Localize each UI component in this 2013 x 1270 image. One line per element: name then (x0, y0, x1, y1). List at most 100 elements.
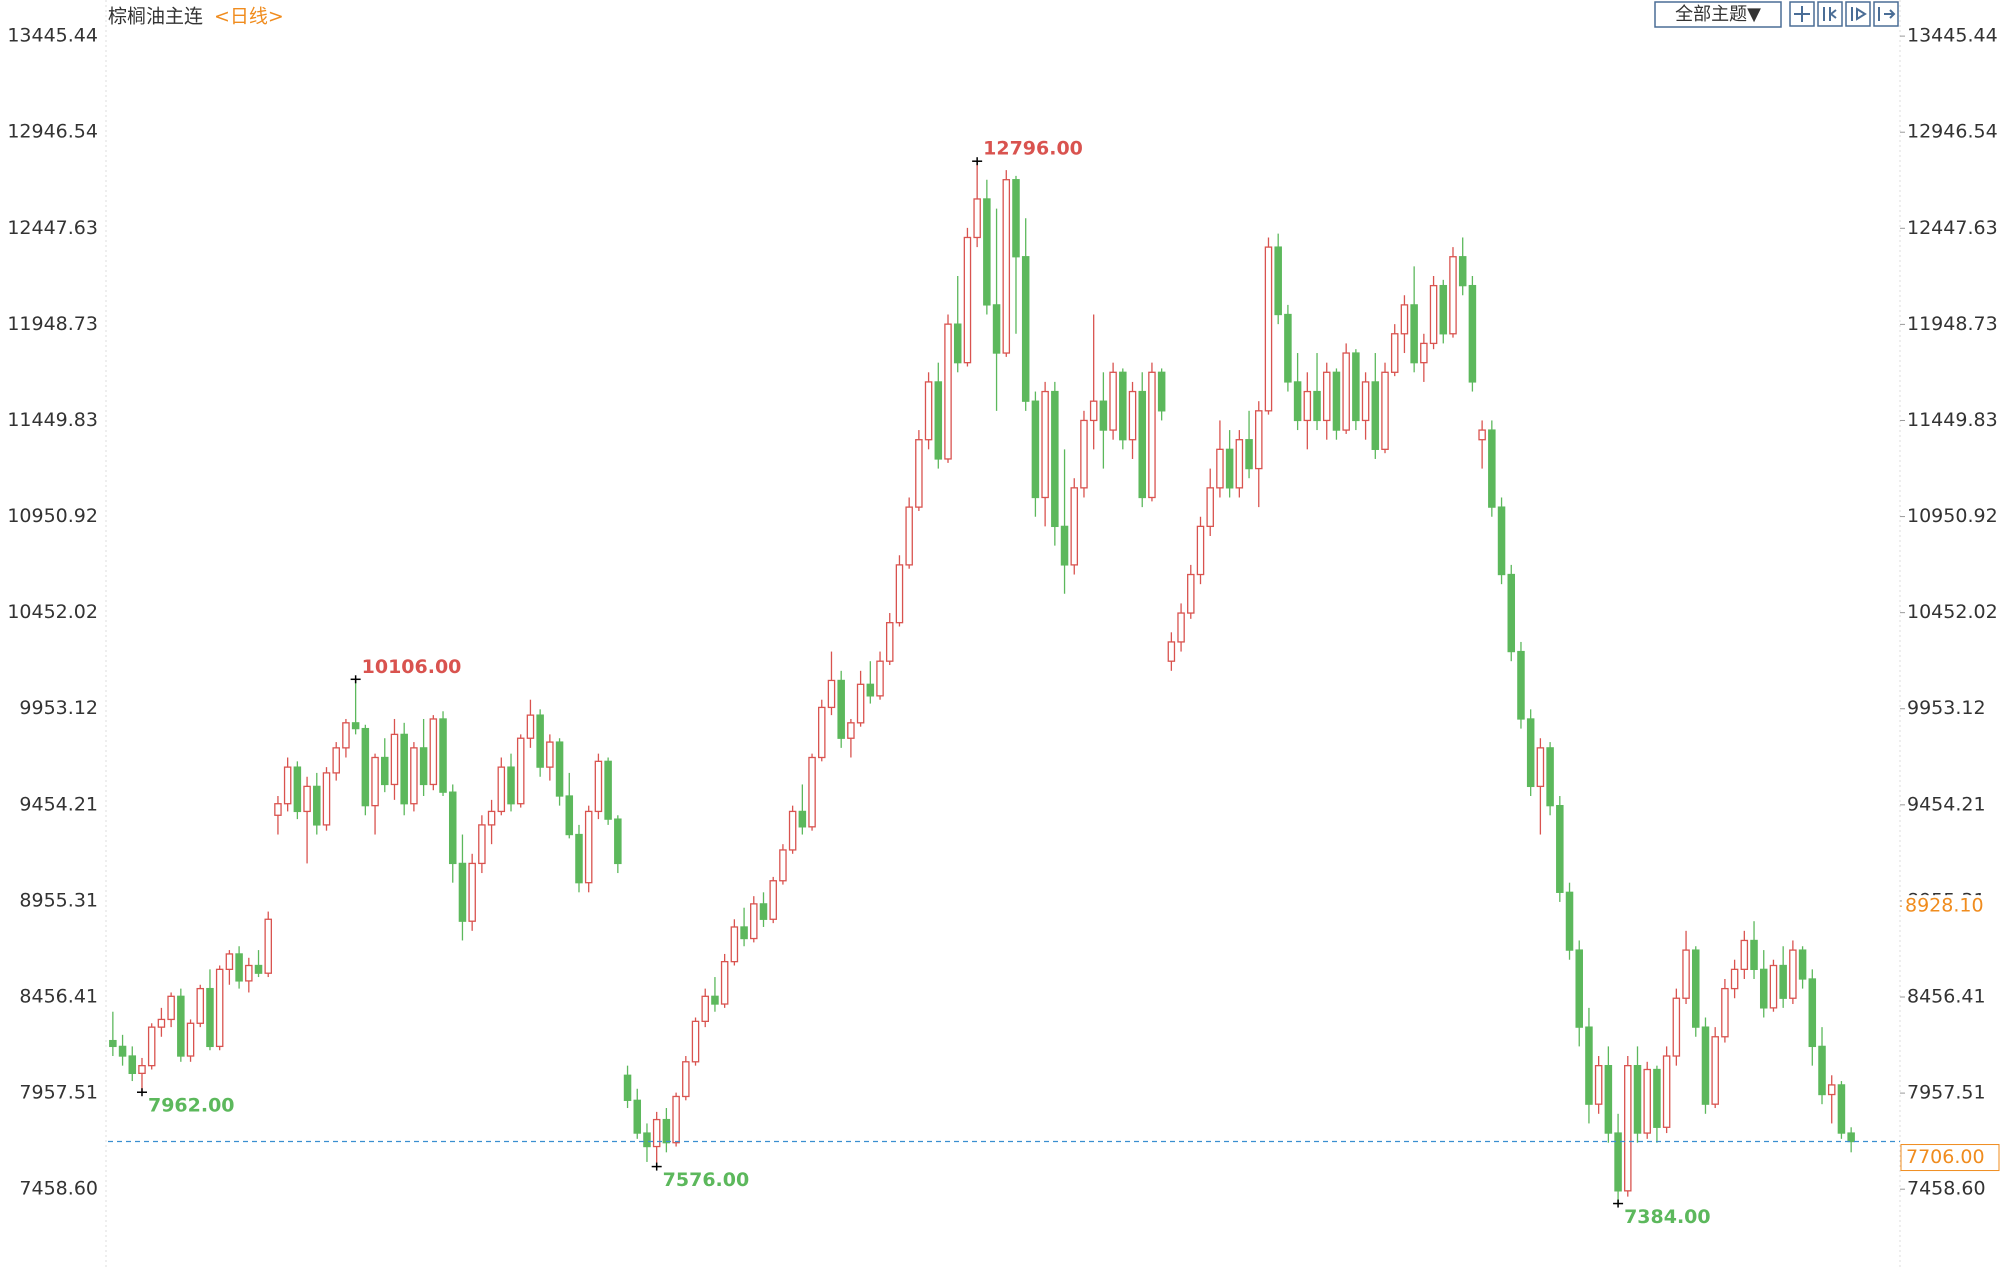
extreme-label: 10106.00 (362, 656, 462, 678)
right-marker-label: 8928.10 (1905, 895, 1984, 917)
candle-body (1721, 987, 1729, 1038)
y-tick-label-right: 10950.92 (1907, 505, 1998, 527)
candle-body (313, 785, 321, 826)
candle-body (1400, 304, 1409, 335)
candle-body (1517, 650, 1525, 720)
y-tick-label-right: 13445.44 (1907, 25, 1998, 47)
y-tick-label-left: 7957.51 (19, 1082, 98, 1104)
candle-body (1730, 968, 1739, 990)
candle-body (1293, 381, 1302, 422)
candle-body (759, 903, 768, 920)
candle-body (1585, 1026, 1593, 1105)
extreme-label: 12796.00 (983, 138, 1083, 160)
icon-glyph (1823, 7, 1837, 21)
candle-body (186, 1022, 195, 1057)
candle-body (1643, 1068, 1651, 1134)
candle-body (1157, 371, 1166, 412)
candle-body (361, 727, 370, 807)
candle-body (1284, 313, 1292, 383)
y-tick-label-right: 9454.21 (1907, 793, 1986, 815)
candle-body (1614, 1132, 1622, 1192)
candle-body (963, 236, 972, 364)
candle-body (1138, 390, 1146, 499)
candle-body (118, 1045, 127, 1057)
y-tick-label-right: 12946.54 (1907, 121, 1998, 143)
candle-body (1109, 371, 1117, 431)
candle-body (1497, 506, 1506, 576)
candle-body (1274, 246, 1282, 316)
candle-body (1575, 949, 1583, 1028)
candle-body (1847, 1132, 1855, 1143)
y-tick-label-right: 7458.60 (1907, 1178, 1986, 1200)
y-tick-label-right: 8456.41 (1907, 986, 1986, 1008)
candle-body (1507, 573, 1516, 653)
y-tick-label-left: 11449.83 (7, 409, 98, 431)
candle-body (1002, 179, 1011, 354)
candle-body (1187, 573, 1195, 614)
theme-button-label[interactable]: 全部主题▼ (1675, 4, 1761, 25)
candle-body (332, 747, 340, 774)
candle-body (1827, 1084, 1836, 1096)
candle-body (147, 1026, 156, 1067)
candle-body (973, 198, 981, 239)
candle-body (1604, 1065, 1613, 1134)
candle-body (419, 747, 428, 786)
candle-body (1789, 949, 1797, 999)
candle-body (167, 995, 175, 1021)
y-tick-label-left: 9953.12 (19, 697, 98, 719)
candle-body (254, 964, 263, 974)
candle-body (342, 722, 350, 749)
candle-body (1556, 804, 1564, 893)
candle-body (1352, 352, 1360, 422)
candle-body (1361, 381, 1370, 422)
candle-body (478, 824, 486, 865)
candle-body (225, 953, 234, 971)
icon-glyph (1851, 7, 1867, 21)
candle-body (1458, 256, 1467, 287)
period-label: <日线> (214, 6, 284, 28)
candle-body (381, 756, 389, 786)
candle-body (1070, 487, 1079, 566)
y-tick-label-right: 11948.73 (1907, 313, 1998, 335)
candle-body (1449, 256, 1457, 335)
candle-body (1546, 747, 1554, 807)
theme-button[interactable] (1654, 1, 1782, 28)
extreme-label: 7384.00 (1624, 1206, 1711, 1228)
candle-body (604, 760, 612, 820)
candle-body (1381, 371, 1389, 450)
candle-body (1099, 400, 1108, 431)
extreme-label: 7576.00 (663, 1169, 750, 1191)
candle-body (487, 810, 496, 826)
candle-body (1060, 525, 1069, 566)
candle-body (1682, 949, 1690, 999)
candle-body (1245, 439, 1253, 470)
candle-body (1429, 284, 1438, 345)
candle-body (788, 810, 797, 851)
last-price-label: 7706.00 (1906, 1146, 1985, 1168)
candle-body (497, 766, 506, 813)
candle-body (1565, 891, 1574, 951)
y-tick-label-right: 9953.12 (1907, 697, 1986, 719)
candle-body (1041, 390, 1049, 499)
candle-body (924, 381, 933, 441)
candle-body (439, 718, 447, 793)
candle-body (808, 756, 816, 828)
candle-body (410, 747, 418, 805)
chart-title: 棕榈油主连 (108, 6, 203, 28)
candle-body (128, 1055, 137, 1075)
candle-body (895, 564, 904, 624)
candle-body (691, 1020, 700, 1063)
toolbar-icons (1789, 1, 1899, 27)
candle-body (303, 785, 311, 813)
candle-body (371, 756, 379, 807)
candle-body (177, 995, 185, 1057)
candle-body (1837, 1084, 1846, 1134)
right-marker-bg (1902, 895, 2002, 918)
candle-body (798, 810, 807, 828)
candle-body (448, 791, 457, 865)
candle-body (1031, 400, 1040, 499)
candle-body (507, 766, 515, 805)
candle-body (351, 722, 360, 730)
y-tick-label-left: 10452.02 (7, 601, 98, 623)
candle-body (1750, 939, 1758, 971)
